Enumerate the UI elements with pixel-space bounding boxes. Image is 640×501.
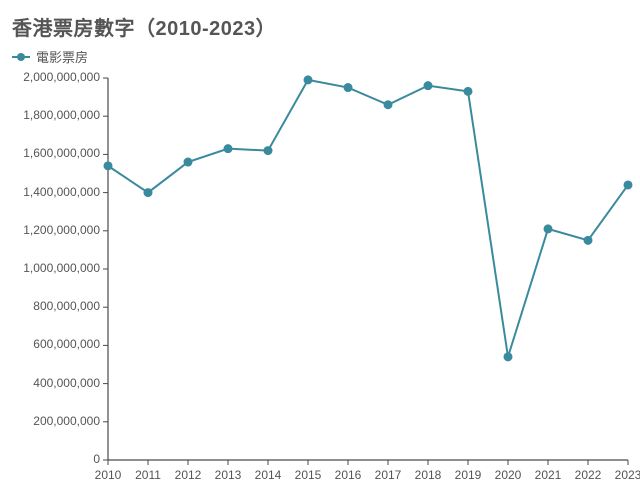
data-point [304,75,313,84]
data-point [184,158,193,167]
data-point [464,87,473,96]
data-point [424,81,433,90]
data-point [584,236,593,245]
y-tick-label: 2,000,000,000 [23,70,100,84]
y-tick-label: 1,400,000,000 [23,185,100,199]
x-tick-label: 2020 [495,468,522,482]
chart-svg [0,0,640,501]
data-point [144,188,153,197]
data-point [264,146,273,155]
data-point [104,161,113,170]
x-tick-label: 2016 [335,468,362,482]
legend: 電影票房 [12,47,632,66]
x-tick-label: 2019 [455,468,482,482]
data-point [624,180,633,189]
x-tick-label: 2013 [215,468,242,482]
x-tick-label: 2012 [175,468,202,482]
data-point [224,144,233,153]
y-tick-label: 1,200,000,000 [23,223,100,237]
y-tick-label: 600,000,000 [33,337,100,351]
chart-container: 香港票房數字（2010-2023） 電影票房 0 200,000,000 400,0… [0,0,640,501]
x-tick-label: 2010 [95,468,122,482]
x-tick-label: 2023 [615,468,640,482]
legend-dot-icon [17,53,25,61]
x-tick-label: 2021 [535,468,562,482]
plot-area: 0 200,000,000 400,000,000 600,000,000 800,00… [0,0,640,501]
chart-title: 香港票房數字（2010-2023） [12,12,632,41]
series-line [108,80,628,357]
data-point [384,100,393,109]
x-tick-label: 2022 [575,468,602,482]
y-tick-label: 1,000,000,000 [23,261,100,275]
x-tick-label: 2017 [375,468,402,482]
y-tick-label: 0 [93,452,100,466]
legend-marker [12,52,30,62]
data-point [544,224,553,233]
y-tick-label: 200,000,000 [33,414,100,428]
x-tick-label: 2018 [415,468,442,482]
y-tick-label: 1,600,000,000 [23,146,100,160]
y-tick-label: 1,800,000,000 [23,108,100,122]
axes [108,78,628,460]
y-tick-label: 800,000,000 [33,299,100,313]
x-tick-label: 2011 [135,468,161,482]
x-tick-label: 2014 [255,468,282,482]
legend-label: 電影票房 [36,47,88,66]
x-tick-label: 2015 [295,468,322,482]
data-point [344,83,353,92]
y-tick-label: 400,000,000 [33,376,100,390]
data-point [504,352,513,361]
